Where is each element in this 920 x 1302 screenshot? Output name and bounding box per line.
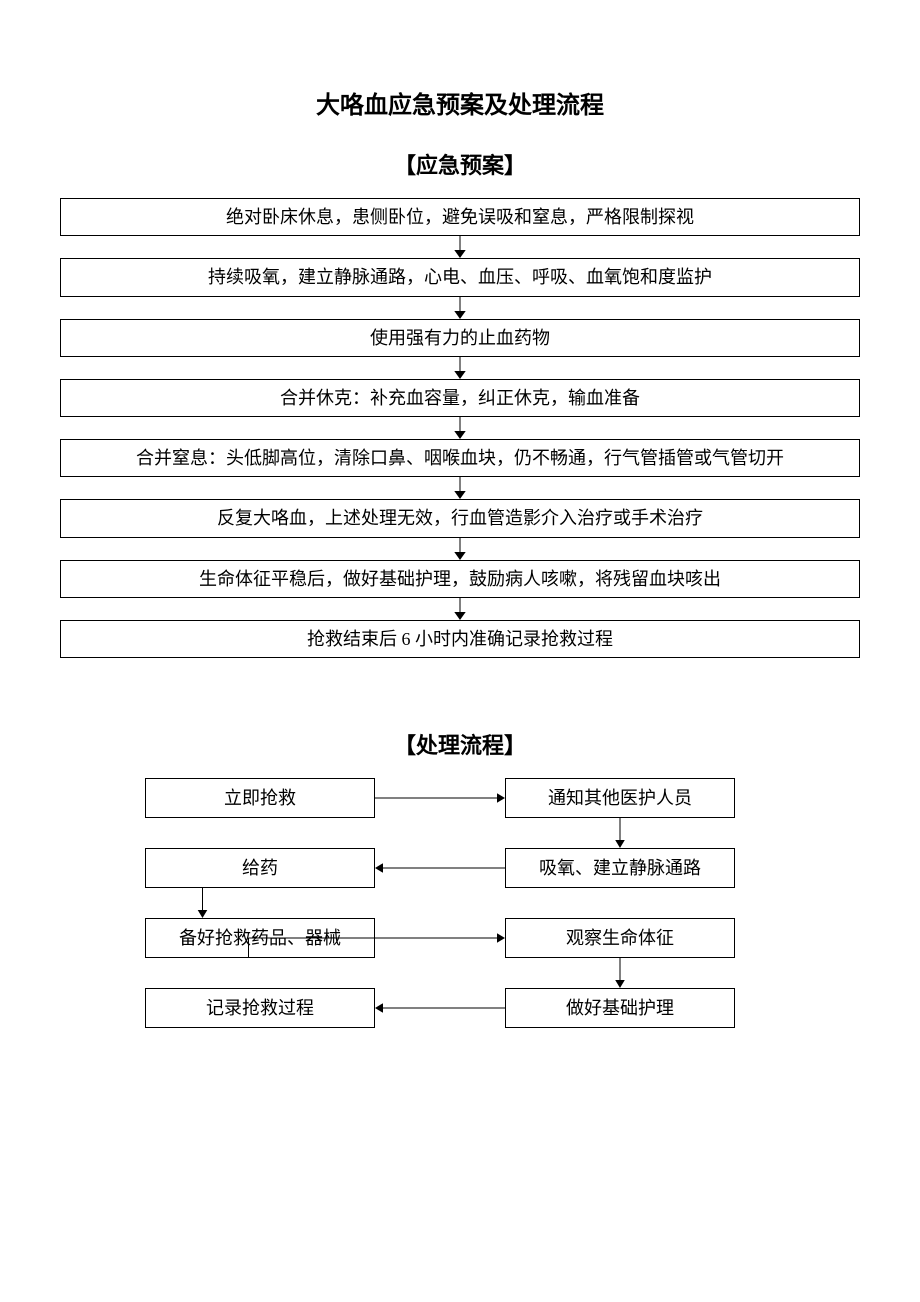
plan-step-4: 合并休克：补充血容量，纠正休克，输血准备 (60, 379, 860, 417)
plan-step-6: 反复大咯血，上述处理无效，行血管造影介入治疗或手术治疗 (60, 499, 860, 537)
flow-node-b1: 给药 (145, 848, 375, 888)
plan-arrow-2 (60, 297, 860, 319)
flow-arrow-a1-a2 (375, 794, 505, 804)
plan-arrow-3 (60, 357, 860, 379)
flow-node-a2: 通知其他医护人员 (505, 778, 735, 818)
plan-step-5: 合并窒息：头低脚高位，清除口鼻、咽喉血块，仍不畅通，行气管插管或气管切开 (60, 439, 860, 477)
flow-node-a1: 立即抢救 (145, 778, 375, 818)
flow-arrow-c2-d2 (615, 958, 625, 988)
section2-title: 【处理流程】 (0, 728, 920, 760)
plan-arrow-1 (60, 236, 860, 258)
flow-arrow-d2-d1 (375, 1004, 505, 1014)
section1-title: 【应急预案】 (0, 148, 920, 180)
plan-step-7: 生命体征平稳后，做好基础护理，鼓励病人咳嗽，将残留血块咳出 (60, 560, 860, 598)
flow-node-d2: 做好基础护理 (505, 988, 735, 1028)
plan-arrow-4 (60, 417, 860, 439)
flow-arrow-b2-b1 (375, 864, 505, 874)
flow-node-d1: 记录抢救过程 (145, 988, 375, 1028)
plan-step-1: 绝对卧床休息，患侧卧位，避免误吸和窒息，严格限制探视 (60, 198, 860, 236)
main-title: 大咯血应急预案及处理流程 (0, 85, 920, 120)
plan-arrow-5 (60, 477, 860, 499)
plan-arrow-6 (60, 538, 860, 560)
flow-node-c2: 观察生命体征 (505, 918, 735, 958)
flow-arrow-b1-c1 (198, 888, 208, 918)
plan-step-8: 抢救结束后 6 小时内准确记录抢救过程 (60, 620, 860, 658)
plan-step-2: 持续吸氧，建立静脉通路，心电、血压、呼吸、血氧饱和度监护 (60, 258, 860, 296)
process-flowchart: 立即抢救 通知其他医护人员给药 吸氧、建立静脉通路备好抢救药品、器械 观察生命体征记录… (145, 778, 775, 1038)
emergency-plan-flow: 绝对卧床休息，患侧卧位，避免误吸和窒息，严格限制探视持续吸氧，建立静脉通路，心电… (60, 198, 860, 658)
plan-arrow-7 (60, 598, 860, 620)
plan-step-3: 使用强有力的止血药物 (60, 319, 860, 357)
flow-node-c1: 备好抢救药品、器械 (145, 918, 375, 958)
flow-arrow-a2-b2 (615, 818, 625, 848)
flow-node-b2: 吸氧、建立静脉通路 (505, 848, 735, 888)
